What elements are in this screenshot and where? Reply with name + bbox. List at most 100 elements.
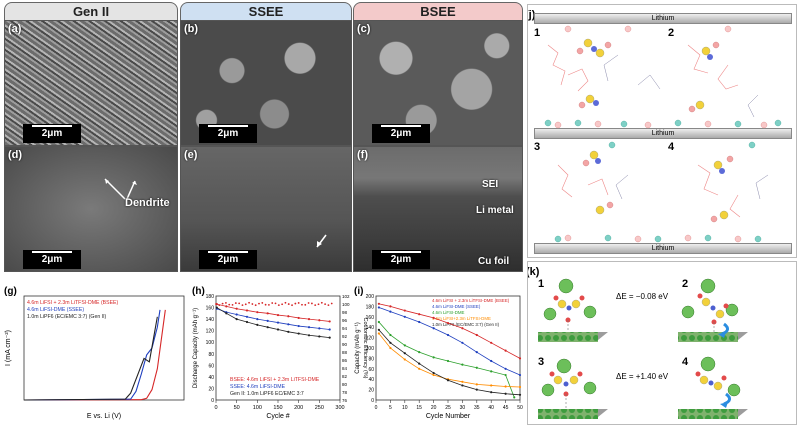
legend-entry: Gen II: 1.0m LiPF6 EC/EMC 3:7 <box>230 391 304 397</box>
dft-adsorption-panel: (k) 1 2 3 4 ΔE = −0.08 eV ΔE = +1.40 eV <box>527 261 797 425</box>
arrow-icon <box>316 234 327 248</box>
legend-entry: 4.6m LiFSI+2.3m LiTFSI-DME <box>432 316 491 321</box>
data-point <box>403 352 406 355</box>
data-point <box>418 362 421 365</box>
y2-tick-label: 88 <box>342 350 348 355</box>
y2-tick-label: 80 <box>342 382 348 387</box>
ce-point <box>264 303 267 306</box>
scale-bar: 2μm <box>372 250 430 269</box>
panel-label: (i) <box>354 286 363 297</box>
data-point <box>432 371 435 375</box>
y-tick-label: 60 <box>208 363 214 369</box>
y-tick-label: 0 <box>211 398 214 404</box>
panel-label: (e) <box>184 149 198 161</box>
data-point <box>446 359 450 363</box>
data-point <box>490 359 493 363</box>
data-point <box>475 388 478 391</box>
panel-label: (a) <box>8 23 22 35</box>
x-tick-label: 300 <box>335 405 344 411</box>
ce-point <box>287 303 290 305</box>
x-tick-label: 50 <box>517 405 523 411</box>
panel-label: (f) <box>357 149 368 161</box>
data-point <box>245 309 249 312</box>
panel-label: (b) <box>184 23 199 35</box>
y-tick-label: 140 <box>206 317 215 323</box>
y-tick-label: 200 <box>366 294 375 300</box>
ce-point <box>241 304 244 307</box>
x-axis-label: Cycle Number <box>426 413 471 420</box>
data-point <box>461 384 464 387</box>
ce-point <box>317 303 320 306</box>
ce-point <box>301 303 303 306</box>
dft-frame-number: 2 <box>682 278 689 290</box>
data-point <box>235 318 238 321</box>
data-point <box>328 336 331 339</box>
data-point <box>475 351 478 354</box>
y-axis-label: I (mA cm⁻²) <box>5 330 12 366</box>
data-point <box>318 327 321 330</box>
data-point <box>461 363 464 366</box>
legend-entry: 1.0m LiPF6 (EC/EMC 3:7) (Gen II) <box>27 314 107 320</box>
y2-tick-label: 100 <box>342 302 350 307</box>
ce-point <box>297 302 300 304</box>
x-tick-label: 150 <box>273 405 282 411</box>
data-point <box>297 324 300 328</box>
ce-point <box>304 303 307 306</box>
scale-bar: 2μm <box>23 124 81 143</box>
data-point <box>490 384 493 387</box>
legend-entry: 4.6m LiFSI-DME (SSEE) <box>27 307 84 313</box>
ce-point <box>231 303 234 306</box>
y-tick-label: 0 <box>371 398 374 404</box>
data-point <box>432 316 435 319</box>
x-axis-label: E vs. Li (V) <box>87 413 121 420</box>
y-tick-label: 40 <box>208 375 214 381</box>
tab-gen2: Gen II <box>4 2 178 21</box>
legend-entry: BSEE: 4.6m LiFSI + 2.3m LiTFSI-DME <box>230 377 320 383</box>
series-line <box>23 309 161 401</box>
data-point <box>418 367 421 370</box>
ce-point <box>268 303 270 306</box>
panel-label: (c) <box>357 23 371 35</box>
y2-axis-label: Coulombic Efficiency (%) <box>362 317 368 378</box>
data-point <box>446 321 450 325</box>
data-point <box>225 312 228 315</box>
ce-point <box>258 302 260 305</box>
lithium-slab-top: Lithium <box>534 13 792 24</box>
data-point <box>287 330 290 333</box>
ce-point <box>330 302 333 305</box>
data-point <box>461 327 464 330</box>
data-point <box>266 326 269 329</box>
data-point <box>225 305 228 308</box>
ce-point <box>244 303 247 306</box>
y-tick-label: 20 <box>208 386 214 392</box>
dendrite-arrows <box>104 178 137 200</box>
cu-foil-label: Cu foil <box>478 256 510 267</box>
legend-entry: 4.6m LiFSI-DME <box>432 310 465 315</box>
energy-label: ΔE = −0.08 eV <box>616 292 669 301</box>
panel-label: (d) <box>8 149 23 161</box>
x-tick-label: 40 <box>488 405 494 411</box>
data-point <box>403 315 406 318</box>
data-point <box>266 312 269 315</box>
data-point <box>403 309 406 312</box>
series-line <box>216 307 330 338</box>
data-point <box>518 393 522 396</box>
data-point <box>461 380 464 383</box>
data-point <box>276 313 280 317</box>
data-point <box>490 370 493 373</box>
data-point <box>256 311 259 314</box>
data-point <box>256 323 259 326</box>
y2-tick-label: 102 <box>342 294 350 299</box>
data-point <box>215 302 218 306</box>
md-frame-number: 3 <box>534 141 541 153</box>
data-point <box>513 396 516 399</box>
panel-label: (k) <box>527 266 540 278</box>
data-point <box>307 334 311 337</box>
molecular-structures <box>544 25 782 243</box>
ce-point <box>314 304 317 307</box>
data-point <box>389 333 392 337</box>
ce-point <box>251 303 254 305</box>
data-point <box>432 356 435 359</box>
ce-point <box>248 301 250 304</box>
dft-frame-number: 3 <box>538 356 545 368</box>
